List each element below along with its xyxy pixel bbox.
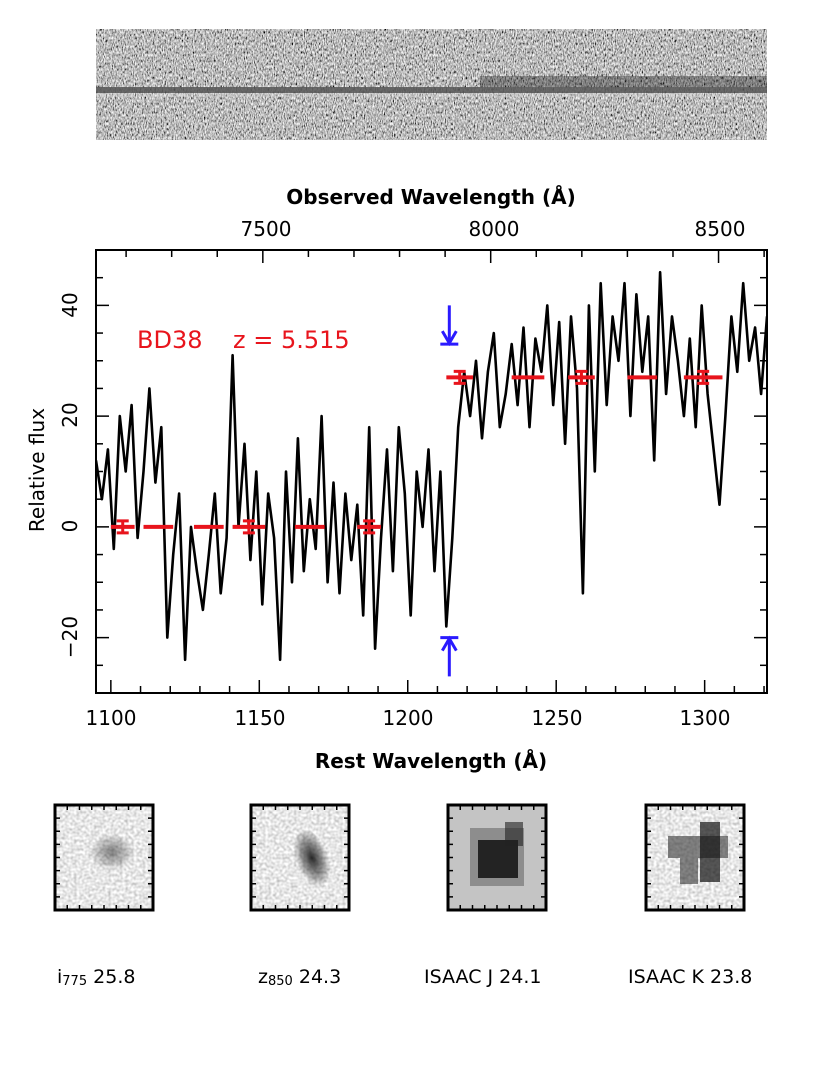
spectrum-line (96, 270, 767, 662)
x2-tick-label: 7500 (241, 217, 292, 241)
postage-stamps (53, 803, 746, 912)
binned-flux-segment (110, 519, 135, 535)
y-tick-label: 0 (58, 520, 82, 533)
stamp-ticks (55, 805, 744, 910)
stamp-caption-z850: z850 24.3 (258, 966, 342, 989)
stamp-i775 (53, 803, 155, 912)
plot-frame (95, 249, 768, 694)
stamp-isaac-j (446, 803, 548, 912)
x-axis-label: Rest Wavelength (Å) (315, 749, 547, 773)
redshift-label: z = 5.515 (233, 326, 350, 354)
y-tick-label: 40 (58, 292, 82, 317)
x-tick-labels: 1100 1150 1200 1250 1300 (86, 706, 731, 730)
break-markers (440, 305, 459, 677)
binned-flux (110, 369, 723, 535)
x-tick-label: 1100 (86, 706, 137, 730)
binned-flux-segment (446, 369, 474, 385)
axis-ticks (96, 249, 767, 694)
stamp-z850 (249, 803, 351, 912)
y-tick-labels: −20 0 20 40 (58, 292, 82, 658)
x-tick-label: 1200 (383, 706, 434, 730)
object-label: BD38 (137, 326, 202, 354)
break-arrow-down (440, 305, 459, 347)
spectrum-2d-image (96, 29, 767, 140)
break-arrow-up (440, 635, 459, 677)
binned-flux-segment (232, 519, 266, 535)
x2-tick-label: 8000 (469, 217, 520, 241)
stamp-isaac-k (644, 803, 746, 912)
stamp-caption-isaac-k: ISAAC K 23.8 (628, 966, 753, 988)
binned-flux-segment (683, 369, 723, 385)
x2-tick-labels: 7500 8000 8500 (241, 217, 746, 241)
stamp-caption-isaac-j: ISAAC J 24.1 (424, 966, 542, 988)
stamp-caption-i775: i775 25.8 (57, 966, 136, 989)
binned-flux-segment (357, 519, 382, 535)
x-tick-label: 1300 (680, 706, 731, 730)
x-tick-label: 1250 (532, 706, 583, 730)
top-axis-label: Observed Wavelength (Å) (286, 185, 575, 209)
x2-tick-label: 8500 (695, 217, 746, 241)
y-tick-label: 20 (58, 402, 82, 427)
binned-flux-segment (568, 369, 595, 385)
y-axis-label: Relative flux (25, 408, 49, 532)
x-tick-label: 1150 (235, 706, 286, 730)
y-tick-label: −20 (58, 616, 82, 658)
